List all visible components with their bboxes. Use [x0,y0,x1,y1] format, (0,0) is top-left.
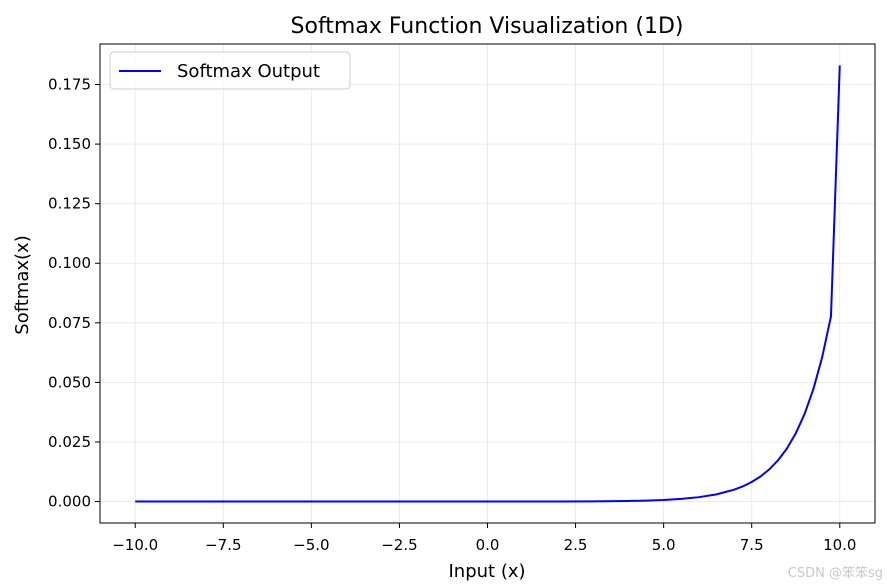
series-layer [135,65,841,503]
y-tick-label: 0.050 [48,373,91,391]
y-tick-label: 0.025 [48,433,91,451]
y-axis-ticks: 0.000 0.025 0.050 0.075 0.100 0.125 0.150 0.175 [48,76,100,511]
y-axis-label: Softmax(x) [12,235,33,334]
legend-box [109,51,351,90]
x-axis-ticks: −10.0 −7.5 −5.0 −2.5 0.0 2.5 5.0 7.5 10.0 [112,523,856,554]
legend: Softmax Output [109,51,351,90]
legend-label-softmax-output: Softmax Output [177,61,320,82]
x-tick-label: −2.5 [381,536,417,554]
x-tick-label: −10.0 [112,536,158,554]
chart-title: Softmax Function Visualization (1D) [291,14,684,39]
y-tick-label: 0.125 [48,195,91,213]
y-tick-label: 0.100 [48,254,91,272]
x-tick-label: 7.5 [740,536,764,554]
y-tick-label: 0.075 [48,314,91,332]
x-tick-label: 2.5 [564,536,588,554]
x-tick-label: 10.0 [823,536,856,554]
grid-lines [100,44,875,523]
x-tick-label: −5.0 [293,536,329,554]
y-tick-label: 0.150 [48,135,91,153]
series-line-softmax-output [135,65,841,503]
x-tick-label: 5.0 [652,536,676,554]
x-tick-label: 0.0 [476,536,500,554]
y-tick-label: 0.000 [48,493,91,511]
watermark-text: CSDN @笨笨sg [788,565,883,581]
x-axis-label: Input (x) [448,561,525,582]
x-tick-label: −7.5 [205,536,241,554]
y-tick-label: 0.175 [48,76,91,94]
